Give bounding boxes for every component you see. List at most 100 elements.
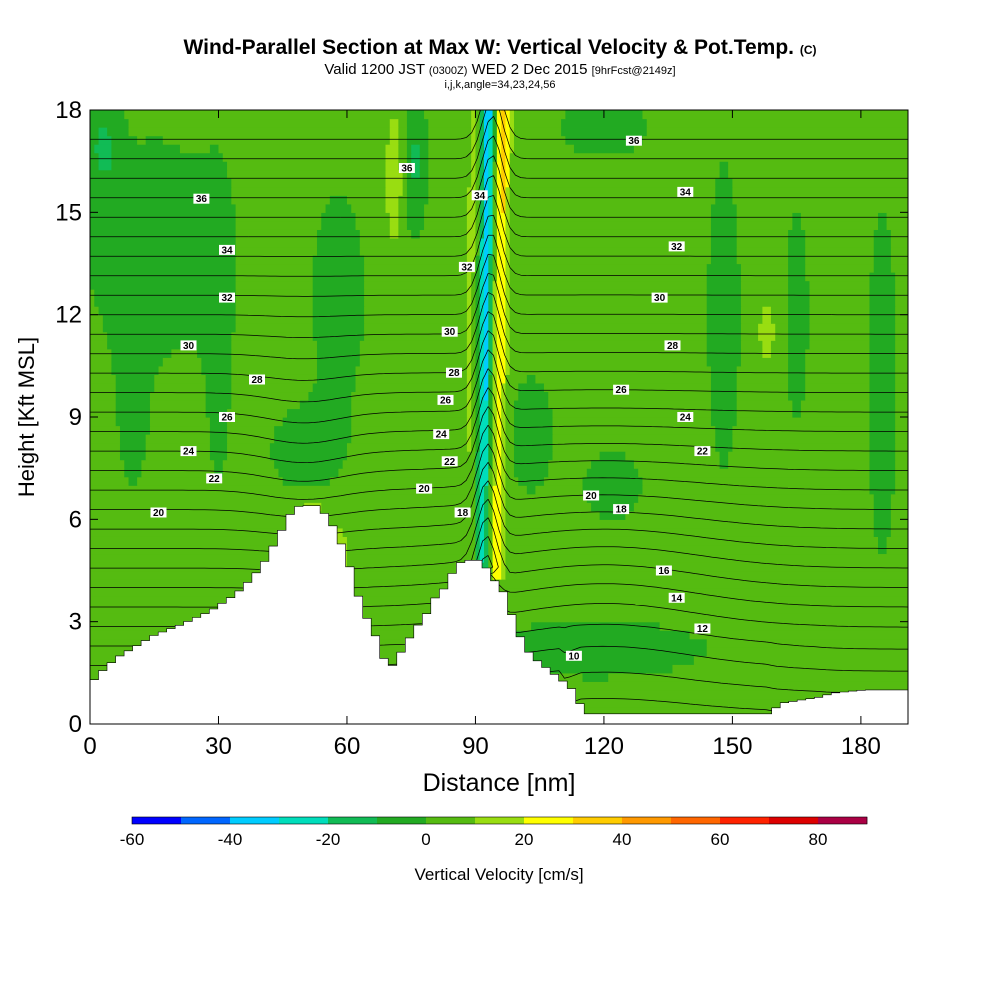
velocity-cell <box>513 135 566 145</box>
velocity-cell <box>710 246 738 256</box>
velocity-cell <box>235 254 314 265</box>
velocity-cell <box>561 118 648 128</box>
velocity-cell <box>895 365 908 375</box>
theta-label: 10 <box>565 650 582 662</box>
velocity-cell <box>338 468 477 478</box>
velocity-cell <box>719 451 729 461</box>
velocity-cell <box>316 348 361 358</box>
velocity-cell <box>488 510 494 520</box>
velocity-cell <box>149 425 211 435</box>
velocity-cell <box>792 399 802 410</box>
velocity-cell <box>484 169 489 179</box>
velocity-cell <box>406 169 412 179</box>
velocity-cell <box>90 135 100 145</box>
theta-label-box <box>180 340 197 351</box>
velocity-cell <box>98 135 113 145</box>
velocity-cell <box>710 229 738 239</box>
velocity-cell <box>484 374 489 384</box>
colorbar-swatch <box>524 817 574 824</box>
velocity-cell <box>492 297 498 307</box>
velocity-cell <box>715 195 734 205</box>
theta-label-text: 26 <box>616 385 628 396</box>
velocity-cell <box>364 289 468 299</box>
velocity-cell <box>488 127 494 137</box>
velocity-cell <box>227 169 387 179</box>
velocity-cell <box>141 468 215 478</box>
theta-label: 30 <box>441 326 458 338</box>
velocity-cell <box>770 306 789 316</box>
velocity-cell <box>638 468 871 478</box>
velocity-cell <box>869 425 896 435</box>
velocity-cell <box>364 306 468 316</box>
theta-contour-line <box>90 110 908 140</box>
velocity-cell <box>479 272 485 282</box>
velocity-cell <box>492 510 502 520</box>
velocity-cell <box>505 314 511 324</box>
velocity-cell <box>505 468 515 478</box>
theta-label: 32 <box>219 292 235 304</box>
velocity-cell <box>471 297 477 307</box>
velocity-cell <box>805 374 871 384</box>
theta-contour-line <box>90 292 908 360</box>
velocity-cell <box>479 451 489 461</box>
velocity-cell <box>479 110 485 120</box>
velocity-cell <box>873 237 892 248</box>
theta-contour-line <box>90 214 908 277</box>
velocity-cell <box>732 195 908 205</box>
velocity-cell <box>710 254 738 265</box>
velocity-cell <box>398 195 408 205</box>
velocity-cell <box>321 502 477 512</box>
velocity-cell <box>895 425 908 435</box>
velocity-cell <box>90 220 237 230</box>
velocity-cell <box>496 365 507 375</box>
velocity-cell <box>706 647 908 657</box>
velocity-cell <box>466 365 472 375</box>
velocity-cell <box>484 246 489 256</box>
velocity-cell <box>471 272 477 282</box>
velocity-cell <box>513 127 562 137</box>
velocity-cell <box>115 417 151 427</box>
theta-contour-line <box>90 115 908 179</box>
velocity-cell <box>642 476 871 486</box>
velocity-cell <box>484 220 489 230</box>
velocity-cell <box>492 306 498 316</box>
velocity-cell <box>128 127 391 137</box>
velocity-cell <box>501 451 507 461</box>
velocity-cell <box>484 297 489 307</box>
velocity-cell <box>466 417 472 427</box>
velocity-cell <box>479 254 485 265</box>
theta-contour-line <box>90 387 908 463</box>
y-tick-label: 18 <box>55 97 82 124</box>
velocity-cell <box>501 502 507 512</box>
velocity-cell <box>419 161 429 171</box>
theta-label-text: 34 <box>221 245 233 256</box>
velocity-cell <box>484 212 489 222</box>
title-block: Wind-Parallel Section at Max W: Vertical… <box>0 36 1000 91</box>
velocity-cell <box>805 357 871 367</box>
velocity-cell <box>501 476 507 486</box>
velocity-cell <box>505 272 511 282</box>
velocity-cell <box>492 280 498 290</box>
velocity-cell <box>312 306 365 316</box>
theta-label-text: 22 <box>444 457 456 468</box>
velocity-cell <box>501 161 507 171</box>
velocity-cell <box>389 220 399 230</box>
velocity-cell <box>90 118 130 128</box>
velocity-cell <box>715 186 734 196</box>
velocity-cell <box>492 169 498 179</box>
velocity-cell <box>492 212 498 222</box>
velocity-cell <box>479 212 485 222</box>
velocity-cell <box>119 425 151 435</box>
velocity-cell <box>475 178 481 188</box>
velocity-cell <box>706 280 742 290</box>
colorbar-tick-label: 60 <box>711 830 730 849</box>
velocity-cell <box>479 399 489 410</box>
velocity-cell <box>475 399 481 410</box>
velocity-cell <box>389 229 399 239</box>
velocity-cell <box>316 246 361 256</box>
velocity-cell <box>406 186 429 196</box>
velocity-cell <box>329 476 477 486</box>
velocity-cell <box>488 186 494 196</box>
velocity-cell <box>496 306 507 316</box>
velocity-cell <box>599 510 626 520</box>
